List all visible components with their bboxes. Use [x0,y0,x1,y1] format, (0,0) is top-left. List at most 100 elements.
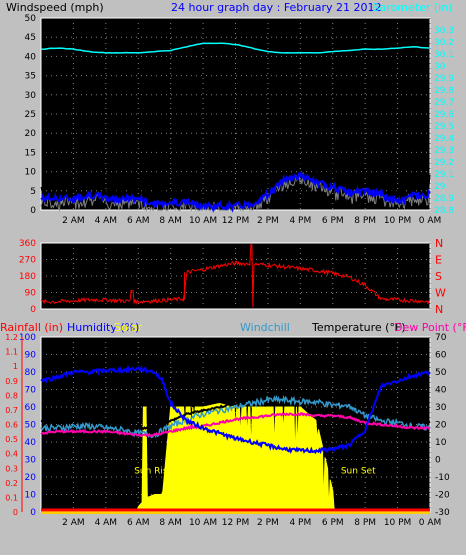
rainfall-tick-label: 0.2 [5,479,18,488]
x-tick-label-bottom: 0 AM [419,518,442,528]
windspeed-tick-label: 0 [30,206,36,216]
x-tick-label-bottom: 2 PM [257,518,279,528]
temperature-axis-title: Temperature (°F) [311,321,406,334]
compass-label: S [435,270,442,283]
dew-point-series [40,411,431,438]
barometer-series [40,42,431,54]
temperature-tick-label: -30 [435,508,450,518]
x-tick-label-top: 12 PM [222,216,250,226]
x-tick-label-top: 2 AM [62,216,85,226]
humidity-tick-label: 90 [25,351,37,361]
barometer-axis-title: Barometer (in) [372,1,453,14]
wind-average-series [40,169,431,213]
dewpoint-legend-label: Dew Point (°F) [394,321,466,334]
x-tick-label-top: 10 AM [189,216,217,226]
humidity-tick-label: 60 [25,403,37,413]
x-tick-label-bottom: 12 PM [222,518,250,528]
rainfall-tick-label: 0.3 [5,464,18,473]
direction-tick-label: 0 [30,305,36,315]
rainfall-tick-label: 0.1 [5,493,18,502]
humidity-tick-label: 10 [25,491,37,501]
sunrise-label: Sun Rise [134,467,173,477]
direction-tick-label: 90 [25,289,37,299]
temperature-tick-label: 0 [435,456,441,466]
barometer-tick-label: 29 [434,182,446,192]
windspeed-tick-label: 30 [25,91,37,101]
x-tick-label-top: 6 AM [127,216,150,226]
humidity-axis-title: Humidity (%) [67,321,139,334]
windspeed-tick-label: 15 [25,148,36,158]
x-tick-label-bottom: 6 AM [127,518,150,528]
temperature-tick-label: 40 [435,386,447,396]
x-tick-label-top: 8 AM [159,216,182,226]
direction-tick-label: 360 [19,239,36,249]
temperature-tick-label: 30 [435,403,447,413]
rainfall-tick-label: 1.1 [5,348,18,357]
rainfall-tick-label: 0.7 [5,406,18,415]
barometer-tick-label: 28.8 [434,206,454,216]
x-tick-label-bottom: 8 AM [159,518,182,528]
x-tick-label-bottom: 10 AM [189,518,217,528]
temperature-tick-label: 20 [435,421,447,431]
barometer-tick-label: 29.2 [434,158,454,168]
x-tick-label-top: 6 PM [322,216,344,226]
x-tick-label-top: 4 PM [289,216,311,226]
barometer-tick-label: 29.1 [434,170,454,180]
x-tick-label-bottom: 6 PM [322,518,344,528]
temperature-tick-label: 10 [435,438,447,448]
windspeed-tick-label: 25 [25,110,36,120]
humidity-tick-label: 80 [25,368,37,378]
compass-label: E [435,254,442,267]
windspeed-tick-label: 50 [25,14,37,24]
x-tick-label-bottom: 4 AM [95,518,118,528]
direction-tick-label: 180 [19,272,36,282]
windchill-legend-label: Windchill [240,321,290,334]
barometer-tick-label: 30.3 [434,26,454,36]
x-tick-label-bottom: 10 PM [384,518,412,528]
humidity-tick-label: 30 [25,456,37,466]
windspeed-tick-label: 10 [25,168,37,178]
humidity-series [40,364,431,455]
windspeed-axis-title: Windspeed (mph) [6,1,104,14]
solar-legend-label: Solar [114,321,143,334]
windspeed-tick-label: 40 [25,52,37,62]
temperature-tick-label: 70 [435,333,447,343]
rainfall-tick-label: 0.8 [5,391,18,400]
rainfall-tick-label: 1.2 [5,333,18,342]
direction-tick-label: 270 [19,256,36,266]
humidity-tick-label: 0 [30,508,36,518]
chart-title: 24 hour graph day : February 21 2012 [171,1,382,14]
windspeed-tick-label: 45 [25,33,36,43]
humidity-tick-label: 50 [25,421,37,431]
temperature-series [40,390,431,431]
rainfall-tick-label: 0.9 [5,377,18,386]
humidity-tick-label: 40 [25,438,37,448]
humidity-tick-label: 20 [25,473,37,483]
rainfall-tick-label: 0 [13,508,18,517]
windchill-series [40,394,431,439]
x-tick-label-top: 4 AM [95,216,118,226]
windspeed-tick-label: 35 [25,72,36,82]
barometer-tick-label: 30 [434,62,446,72]
windspeed-tick-label: 5 [30,187,36,197]
barometer-tick-label: 29.8 [434,86,454,96]
barometer-tick-label: 29.5 [434,122,454,132]
x-tick-label-top: 8 PM [354,216,376,226]
barometer-tick-label: 29.6 [434,110,454,120]
barometer-tick-label: 29.7 [434,98,454,108]
wind-direction-series [40,244,431,308]
compass-label: N [435,237,443,250]
humidity-tick-label: 100 [19,333,36,343]
barometer-tick-label: 30.1 [434,50,454,60]
x-tick-label-top: 0 AM [419,216,442,226]
windspeed-tick-label: 20 [25,129,37,139]
barometer-tick-label: 29.9 [434,74,454,84]
barometer-tick-label: 28.9 [434,194,454,204]
barometer-tick-label: 30.2 [434,38,454,48]
rainfall-tick-label: 0.5 [5,435,18,444]
barometer-tick-label: 29.3 [434,146,454,156]
rainfall-tick-label: 0.4 [5,450,18,459]
humidity-tick-label: 70 [25,386,37,396]
x-tick-label-top: 2 PM [257,216,279,226]
